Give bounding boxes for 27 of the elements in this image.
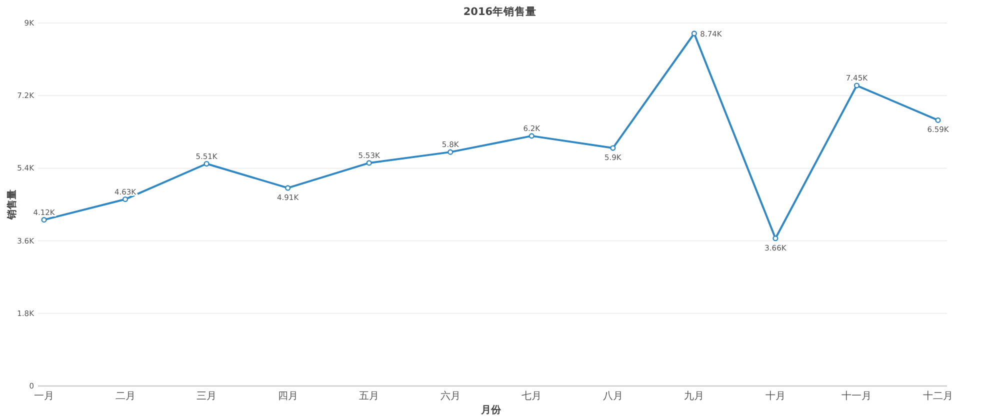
point [610,145,616,151]
x-tick-label: 一月 [34,391,54,402]
x-tick-label: 六月 [440,390,460,402]
point [772,236,778,242]
chart-title: 2016年销售量 [463,5,537,18]
x-tick-label: 四月 [278,391,298,402]
x-tick-label: 三月 [196,391,217,402]
x-tick-label: 十二月 [923,390,953,402]
point [204,160,210,167]
point [366,160,372,166]
point [691,30,697,36]
x-tick-label: 九月 [684,390,704,402]
point [935,117,941,124]
point [448,149,454,155]
y-axis-title: 销售量 [6,190,18,220]
x-tick-label: 十月 [765,390,786,402]
x-tick-label: 五月 [359,391,380,402]
x-tick-label: 八月 [602,391,623,402]
x-tick-label: 二月 [115,391,136,402]
x-tick-label: 十一月 [842,390,872,402]
point [285,185,291,191]
x-tick-label: 七月 [522,390,542,402]
point [41,217,47,223]
point [122,196,128,202]
point [528,133,534,139]
x-axis-title: 月份 [480,404,502,416]
point [854,82,860,88]
